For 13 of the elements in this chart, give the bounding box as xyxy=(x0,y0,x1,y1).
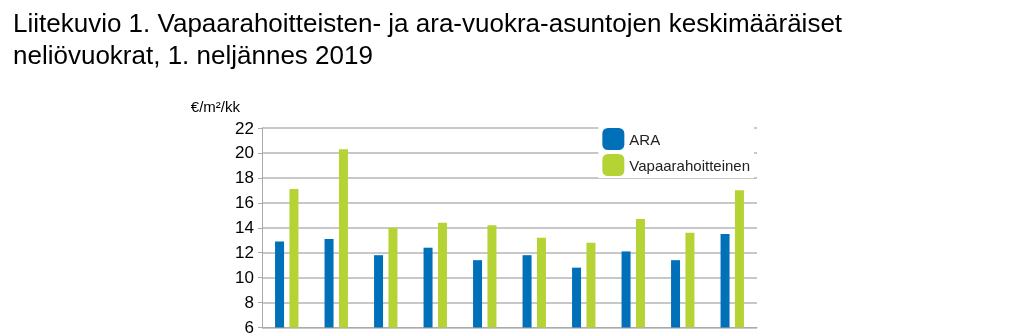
y-tick-label: 12 xyxy=(235,243,254,263)
y-axis-title: €/m²/kk xyxy=(190,98,241,115)
y-tick-label: 22 xyxy=(235,118,254,138)
y-tick-label: 8 xyxy=(244,293,254,313)
y-tick-label: 6 xyxy=(244,318,254,336)
legend-label: ARA xyxy=(629,130,661,148)
y-tick-label: 16 xyxy=(235,193,254,213)
legend-label: Vapaarahoitteinen xyxy=(629,156,750,174)
chart-title: Liitekuvio 1. Vapaarahoitteisten- ja ara-vuokra-asuntojen keskimääräiset neliövuokrat, 1. neljännes 2019 xyxy=(13,8,850,70)
y-tick-label: 18 xyxy=(235,168,254,188)
y-tick-label: 14 xyxy=(235,218,254,238)
y-tick-label: 20 xyxy=(235,143,254,163)
y-tick-label: 10 xyxy=(235,268,254,288)
